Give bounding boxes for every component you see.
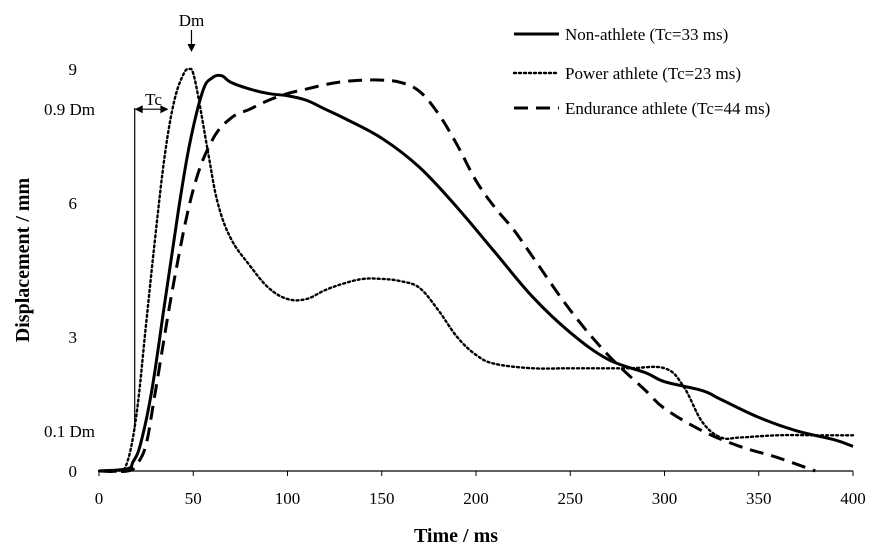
x-axis-label: Time / ms [414, 525, 498, 547]
legend: Non-athlete (Tc=33 ms) Power athlete (Tc=… [512, 25, 770, 118]
dm-arrow-head [187, 44, 196, 52]
x-tick-label-6: 300 [652, 489, 678, 508]
series-layer [97, 67, 855, 474]
x-tick-label-5: 250 [558, 489, 584, 508]
tc-label: Tc [145, 90, 162, 109]
x-tick-label-1: 50 [185, 489, 202, 508]
x-tick-label-0: 0 [95, 489, 104, 508]
y-tick-label-4: 0.9 Dm [44, 100, 95, 119]
y-tick-label-2: 3 [69, 328, 78, 347]
legend-label-2: Endurance athlete (Tc=44 ms) [565, 99, 770, 118]
x-tick-label-3: 150 [369, 489, 395, 508]
legend-label-0: Non-athlete (Tc=33 ms) [565, 25, 728, 44]
x-tick-label-2: 100 [275, 489, 301, 508]
annotation-layer: Dm Tc [134, 11, 205, 431]
y-tick-label-5: 9 [69, 60, 78, 79]
series-line-1 [97, 67, 855, 473]
tc-arrow-head-right [160, 105, 169, 114]
axes: 0 50 100 150 200 250 300 350 400 0 0.1 Dm 3 6 0.9 Dm 9 [44, 60, 866, 508]
y-tick-label-3: 6 [69, 194, 78, 213]
dm-label: Dm [179, 11, 205, 30]
x-tick-label-8: 400 [840, 489, 866, 508]
series-line-2 [98, 78, 816, 474]
series-line-0 [98, 73, 854, 473]
y-axis-label: Displacement / mm [12, 177, 34, 342]
x-tick-label-4: 200 [463, 489, 489, 508]
tc-arrow-head-left [134, 105, 143, 114]
legend-label-1: Power athlete (Tc=23 ms) [565, 64, 741, 83]
y-tick-label-1: 0.1 Dm [44, 422, 95, 441]
x-tick-label-7: 350 [746, 489, 772, 508]
y-tick-label-0: 0 [69, 462, 78, 481]
